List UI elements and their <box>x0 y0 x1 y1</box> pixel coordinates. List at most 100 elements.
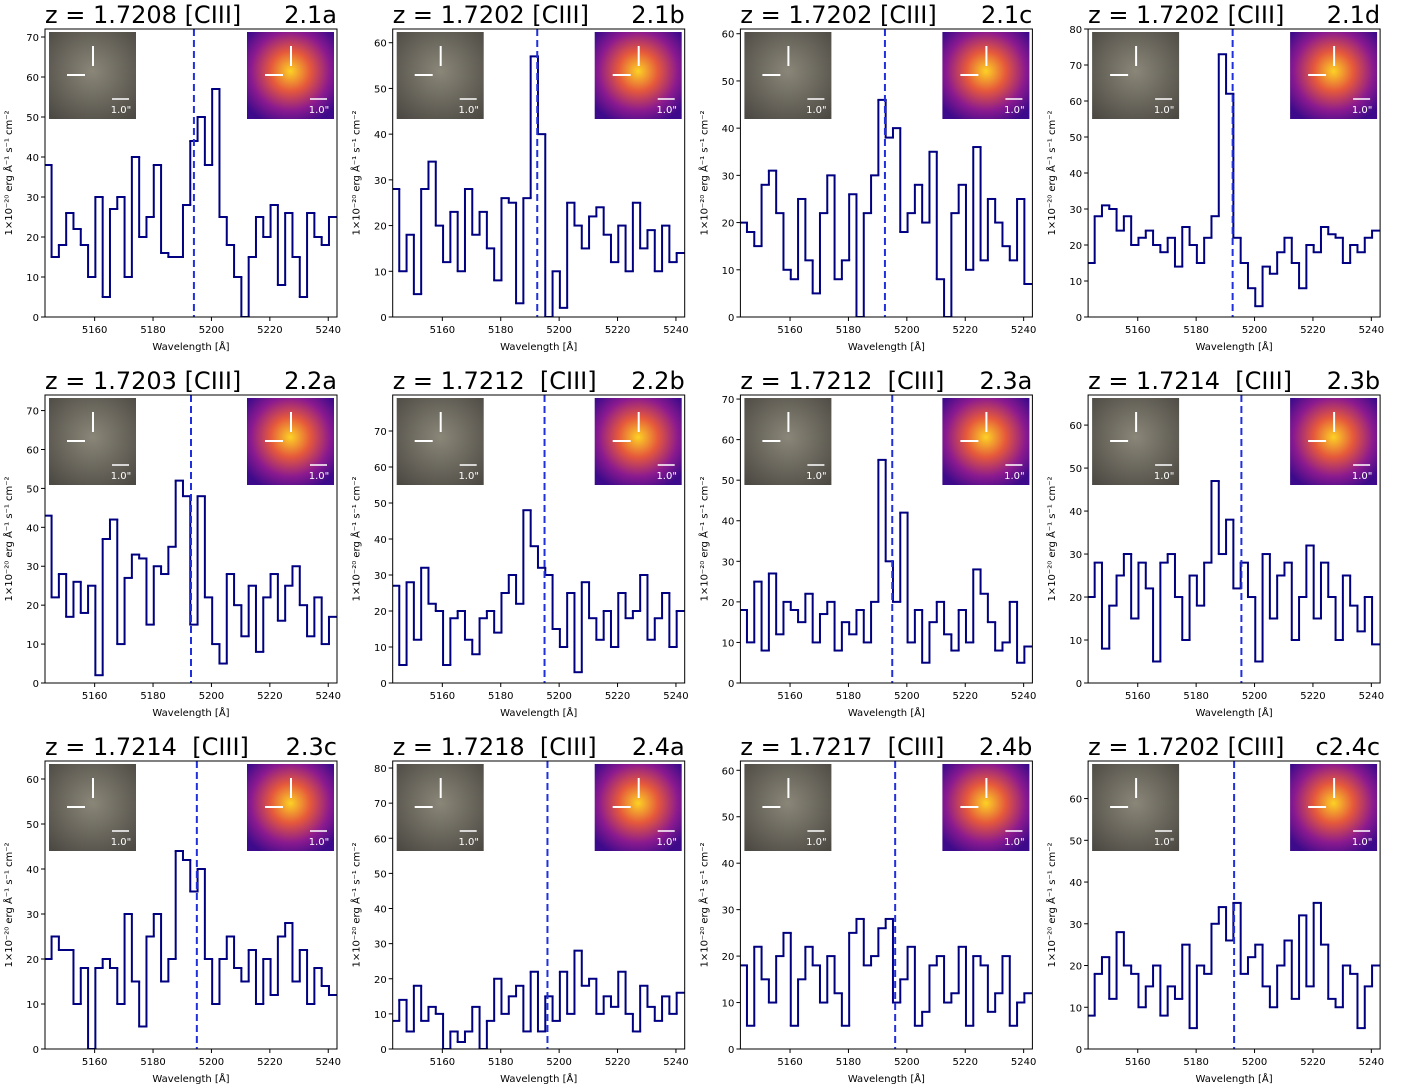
y-tick-label: 30 <box>1069 920 1082 931</box>
y-tick-label: 30 <box>26 562 39 573</box>
plot-area <box>392 395 685 683</box>
axes-frame <box>739 760 1033 1050</box>
x-tick-label: 5180 <box>1183 1057 1208 1068</box>
x-tick-label: 5160 <box>1125 1057 1150 1068</box>
y-tick-label: 30 <box>722 557 735 568</box>
y-tick-label: 0 <box>1076 1045 1082 1056</box>
x-tick-label: 5160 <box>777 1057 802 1068</box>
y-tick-label: 40 <box>1069 169 1082 180</box>
y-tick-label: 70 <box>26 407 39 418</box>
x-tick-label: 5240 <box>1011 325 1036 336</box>
y-tick-label: 70 <box>722 395 735 406</box>
y-tick-label: 40 <box>374 130 387 141</box>
panel: z = 1.7202 [CIII] 2.1c 0 10 20 30 40 50 60 5160 51… <box>697 1 1036 353</box>
x-axis-label: Wavelength [Å] <box>848 706 925 719</box>
y-axis-label: 1×10⁻²⁰ erg Å⁻¹ s⁻¹ cm⁻² <box>697 842 710 967</box>
y-tick-label: 60 <box>26 445 39 456</box>
y-tick-label: 20 <box>1069 593 1082 604</box>
panel-title: z = 1.7218 [CIII] <box>393 733 597 761</box>
x-tick-label: 5200 <box>546 1057 571 1068</box>
y-tick-label: 0 <box>1076 313 1082 324</box>
x-tick-label: 5240 <box>663 1057 688 1068</box>
y-tick-label: 60 <box>26 775 39 786</box>
panel: z = 1.7212 [CIII] 2.2b 0 10 20 30 40 50 60 70 5160… <box>350 367 689 719</box>
x-tick-label: 5240 <box>1359 691 1384 702</box>
x-tick-label: 5180 <box>836 325 861 336</box>
y-tick-label: 50 <box>374 84 387 95</box>
y-tick-label: 10 <box>26 273 39 284</box>
panel: z = 1.7214 [CIII] 2.3c 0 10 20 30 40 50 60 5160 51… <box>2 733 341 1085</box>
panel-label: 2.4b <box>979 733 1032 761</box>
y-tick-label: 30 <box>374 571 387 582</box>
scale-label: 1.0" <box>111 471 132 482</box>
y-tick-label: 40 <box>374 535 387 546</box>
panel-label: 2.3b <box>1327 367 1380 395</box>
y-tick-label: 20 <box>722 219 735 230</box>
y-tick-label: 0 <box>728 313 734 324</box>
y-tick-label: 60 <box>1069 421 1082 432</box>
y-tick-label: 30 <box>26 193 39 204</box>
x-tick-label: 5180 <box>140 691 165 702</box>
x-axis-label: Wavelength [Å] <box>152 340 229 353</box>
x-tick-label: 5180 <box>140 325 165 336</box>
y-tick-label: 20 <box>722 598 735 609</box>
x-tick-label: 5240 <box>1011 691 1036 702</box>
x-tick-label: 5220 <box>257 325 282 336</box>
x-tick-label: 5200 <box>894 325 919 336</box>
panel-title: z = 1.7202 [CIII] <box>393 1 589 29</box>
y-tick-label: 50 <box>722 476 735 487</box>
scale-label: 1.0" <box>1004 105 1025 116</box>
x-tick-label: 5200 <box>1242 1057 1267 1068</box>
x-tick-label: 5240 <box>663 691 688 702</box>
scale-label: 1.0" <box>1352 837 1373 848</box>
y-tick-label: 0 <box>33 679 39 690</box>
y-tick-label: 50 <box>722 77 735 88</box>
plot-area <box>1088 29 1381 317</box>
scale-label: 1.0" <box>458 471 479 482</box>
y-tick-label: 60 <box>374 463 387 474</box>
y-tick-label: 20 <box>374 975 387 986</box>
x-axis-label: Wavelength [Å] <box>848 340 925 353</box>
y-tick-label: 40 <box>722 124 735 135</box>
x-tick-label: 5200 <box>199 691 224 702</box>
x-tick-label: 5240 <box>316 691 341 702</box>
y-tick-label: 10 <box>1069 1003 1082 1014</box>
y-tick-label: 30 <box>1069 205 1082 216</box>
x-tick-label: 5240 <box>1359 1057 1384 1068</box>
y-tick-label: 0 <box>728 1045 734 1056</box>
y-tick-label: 10 <box>722 266 735 277</box>
panel-label: 2.1b <box>631 1 684 29</box>
y-tick-label: 20 <box>1069 962 1082 973</box>
axes-frame <box>392 760 686 1050</box>
y-tick-label: 40 <box>1069 878 1082 889</box>
y-axis-label: 1×10⁻²⁰ erg Å⁻¹ s⁻¹ cm⁻² <box>697 110 710 235</box>
y-tick-label: 0 <box>380 313 386 324</box>
axes-frame <box>1087 28 1381 318</box>
x-axis-label: Wavelength [Å] <box>1196 340 1273 353</box>
axes-frame <box>392 394 686 684</box>
panel-title: z = 1.7202 [CIII] <box>740 1 936 29</box>
x-tick-label: 5180 <box>1183 691 1208 702</box>
scale-label: 1.0" <box>806 471 827 482</box>
y-tick-label: 60 <box>722 766 735 777</box>
x-tick-label: 5220 <box>1300 691 1325 702</box>
panel-label: 2.1d <box>1327 1 1380 29</box>
panel: z = 1.7214 [CIII] 2.3b 0 10 20 30 40 50 60 5160 51… <box>1045 367 1384 719</box>
scale-label: 1.0" <box>111 837 132 848</box>
plot-area <box>1088 761 1381 1049</box>
x-tick-label: 5180 <box>1183 325 1208 336</box>
scale-label: 1.0" <box>806 837 827 848</box>
scale-label: 1.0" <box>806 105 827 116</box>
y-tick-label: 40 <box>722 859 735 870</box>
x-tick-label: 5200 <box>894 691 919 702</box>
y-tick-label: 70 <box>1069 61 1082 72</box>
y-tick-label: 20 <box>722 952 735 963</box>
panel: z = 1.7218 [CIII] 2.4a 0 10 20 30 40 50 60 70 80 51… <box>350 733 689 1085</box>
panel-title: z = 1.7214 [CIII] <box>1088 367 1292 395</box>
x-tick-label: 5200 <box>199 1057 224 1068</box>
y-tick-label: 10 <box>1069 277 1082 288</box>
plot-area <box>392 761 685 1049</box>
y-tick-label: 80 <box>374 764 387 775</box>
y-tick-label: 0 <box>33 1045 39 1056</box>
y-tick-label: 50 <box>374 499 387 510</box>
